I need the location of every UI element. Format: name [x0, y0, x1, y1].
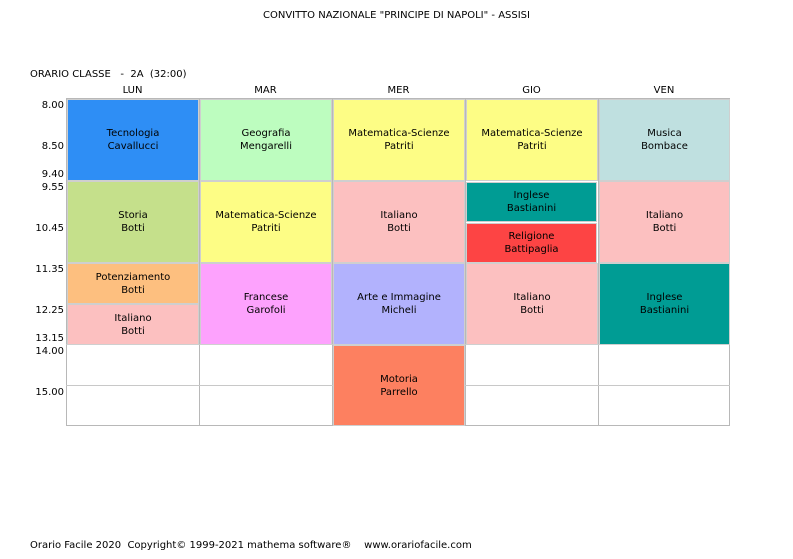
lesson-subject: Inglese — [513, 190, 550, 201]
time-label: 10.45 — [35, 223, 64, 234]
lesson-teacher: Micheli — [381, 305, 417, 316]
time-label: 15.00 — [35, 387, 64, 398]
lesson-teacher: Botti — [520, 305, 544, 316]
time-label: 13.15 — [35, 333, 64, 344]
column-divider — [199, 98, 200, 426]
lesson-subject: Storia — [118, 210, 148, 221]
column-divider — [598, 98, 599, 426]
lesson-subject: Musica — [647, 128, 682, 139]
lesson-subject: Francese — [243, 292, 289, 303]
day-header-mer: MER — [387, 85, 410, 96]
lesson-subject: Geografia — [241, 128, 291, 139]
lesson-cell[interactable]: Musica Bombace — [599, 99, 730, 181]
lesson-subject: Potenziamento — [95, 271, 171, 283]
lesson-subject: Italiano — [645, 210, 684, 221]
column-divider — [465, 98, 466, 426]
lesson-teacher: Botti — [121, 223, 145, 234]
school-title: CONVITTO NAZIONALE "PRINCIPE DI NAPOLI" … — [263, 10, 530, 21]
lesson-teacher: Bastianini — [506, 203, 557, 214]
day-header-lun: LUN — [122, 85, 143, 96]
lesson-cell[interactable]: Inglese Bastianini — [466, 182, 597, 222]
lesson-teacher: Battipaglia — [504, 244, 559, 255]
lesson-cell[interactable]: Matematica-Scienze Patriti — [200, 181, 332, 263]
lesson-cell[interactable]: Italiano Botti — [466, 263, 598, 345]
lesson-subject: Arte e Immagine — [357, 292, 441, 303]
lesson-subject: Tecnologia — [106, 128, 160, 139]
lesson-cell[interactable]: Potenziamento Botti — [67, 263, 199, 304]
time-label: 11.35 — [35, 264, 64, 275]
lesson-cell[interactable]: Tecnologia Cavallucci — [67, 99, 199, 181]
lesson-teacher: Patriti — [251, 223, 281, 234]
lesson-subject: Italiano — [513, 292, 551, 303]
lesson-teacher: Bombace — [641, 141, 688, 152]
time-label: 12.25 — [35, 305, 64, 316]
lesson-cell[interactable]: Motoria Parrello — [333, 345, 465, 426]
lesson-cell[interactable]: Arte e Immagine Micheli — [333, 263, 465, 345]
column-divider — [332, 98, 333, 426]
lesson-subject: Motoria — [380, 373, 418, 385]
time-label: 9.40 — [41, 169, 64, 180]
lesson-teacher: Parrello — [380, 386, 418, 398]
time-label: 14.00 — [35, 346, 64, 357]
lesson-cell[interactable]: Matematica-Scienze Patriti — [466, 99, 598, 181]
time-label: 9.55 — [41, 182, 64, 193]
lesson-cell[interactable]: Italiano Botti — [67, 304, 199, 345]
lesson-subject: Italiano — [380, 210, 418, 221]
lesson-cell[interactable]: Francese Garofoli — [200, 263, 332, 345]
time-label: 8.50 — [41, 141, 64, 152]
day-header-mar: MAR — [254, 85, 277, 96]
lesson-teacher: Patriti — [384, 141, 414, 152]
lesson-subject: Matematica-Scienze — [215, 210, 317, 221]
lesson-subject: Inglese — [646, 292, 683, 303]
lesson-teacher: Garofoli — [246, 305, 286, 316]
lesson-teacher: Botti — [387, 223, 411, 234]
lesson-teacher: Bastianini — [639, 305, 690, 316]
footer-copyright: Orario Facile 2020 Copyright© 1999-2021 … — [30, 540, 472, 551]
lesson-teacher: Mengarelli — [240, 141, 292, 152]
time-label: 8.00 — [41, 100, 64, 111]
lesson-teacher: Cavallucci — [107, 141, 159, 152]
lesson-subject: Religione — [508, 231, 555, 242]
lesson-cell[interactable]: Storia Botti — [67, 181, 199, 263]
day-header-ven: VEN — [653, 85, 675, 96]
lesson-teacher: Patriti — [517, 141, 547, 152]
lesson-subject: Matematica-Scienze — [348, 128, 450, 139]
lesson-cell[interactable]: Inglese Bastianini — [599, 263, 730, 345]
lesson-teacher: Botti — [652, 223, 677, 234]
lesson-cell[interactable]: Geografia Mengarelli — [200, 99, 332, 181]
lesson-cell[interactable]: Italiano Botti — [333, 181, 465, 263]
day-header-gio: GIO — [522, 85, 541, 96]
lesson-cell[interactable]: Religione Battipaglia — [466, 223, 597, 263]
lesson-subject: Italiano — [114, 312, 152, 324]
lesson-cell[interactable]: Matematica-Scienze Patriti — [333, 99, 465, 181]
schedule-title: ORARIO CLASSE - 2A (32:00) — [30, 69, 187, 80]
lesson-subject: Matematica-Scienze — [481, 128, 583, 139]
lesson-cell[interactable]: Italiano Botti — [599, 181, 730, 263]
lesson-teacher: Botti — [121, 284, 145, 296]
lesson-teacher: Botti — [121, 325, 145, 337]
